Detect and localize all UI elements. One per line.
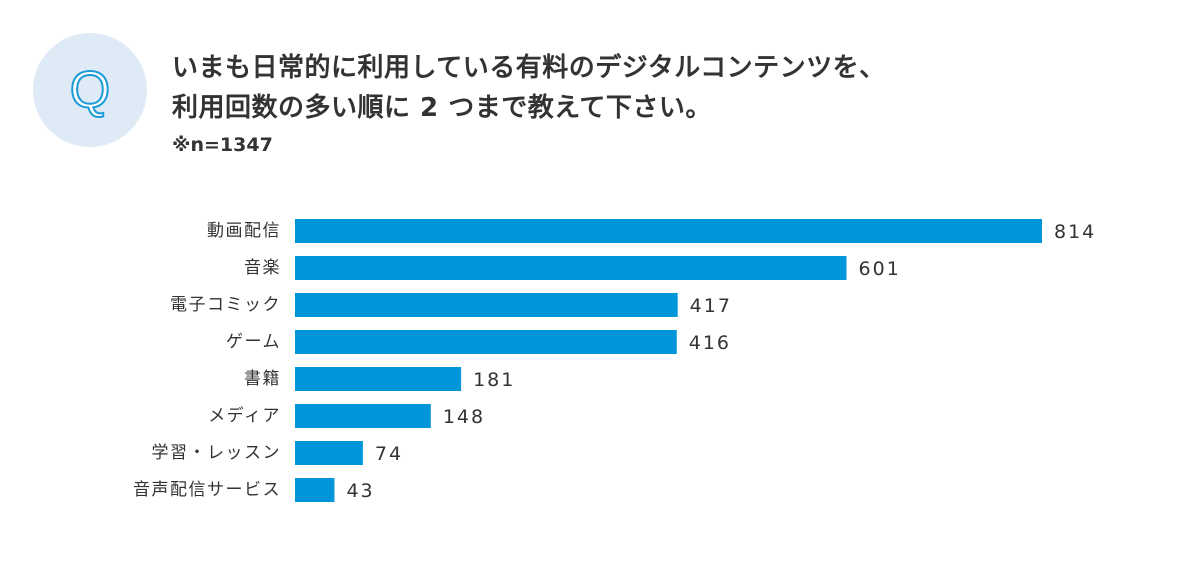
value-label: 181 [473, 369, 515, 391]
bar [295, 367, 462, 391]
category-label: 書籍 [244, 369, 281, 389]
bar [295, 478, 335, 502]
value-label: 417 [690, 295, 732, 317]
value-label: 43 [346, 480, 374, 502]
question-badge: Q [33, 33, 147, 147]
bar [295, 256, 847, 280]
category-label: 音声配信サービス [133, 480, 281, 500]
question-text-line-2: 利用回数の多い順に 2 つまで教えて下さい。 [172, 93, 712, 123]
question-text-line-1: いまも日常的に利用している有料のデジタルコンテンツを、 [172, 53, 886, 83]
category-label: 学習・レッスン [152, 443, 282, 463]
bar [295, 441, 363, 465]
question-block: いまも日常的に利用している有料のデジタルコンテンツを、 利用回数の多い順に 2 … [172, 48, 886, 156]
value-label: 814 [1054, 221, 1096, 243]
category-label: ゲーム [226, 332, 281, 352]
question-badge-letter: Q [69, 60, 111, 120]
bar [295, 404, 431, 428]
value-label: 74 [375, 443, 403, 465]
bar [295, 219, 1042, 243]
category-label: メディア [208, 405, 281, 426]
value-label: 148 [443, 406, 485, 428]
bar [295, 330, 677, 354]
category-label: 音楽 [244, 258, 281, 278]
value-label: 416 [689, 332, 731, 354]
sample-size-note: ※n=1347 [172, 134, 273, 156]
category-label: 動画配信 [207, 221, 281, 241]
bar [295, 293, 678, 317]
category-label: 電子コミック [170, 295, 281, 315]
value-label: 601 [859, 258, 901, 280]
